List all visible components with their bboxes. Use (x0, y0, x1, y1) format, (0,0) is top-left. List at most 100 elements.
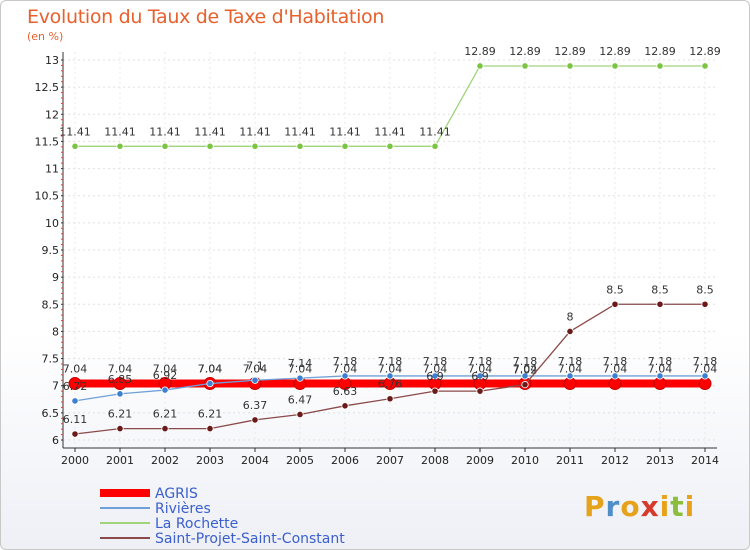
x-tick-label: 2004 (241, 454, 269, 467)
data-label: 7.18 (468, 355, 493, 368)
x-tick-label: 2014 (691, 454, 719, 467)
data-label: 6.47 (288, 393, 313, 406)
data-label: 8.5 (606, 283, 624, 296)
x-tick-label: 2006 (331, 454, 359, 467)
data-point (71, 397, 79, 405)
logo-letter: P (584, 490, 606, 523)
data-label: 7.04 (423, 363, 448, 376)
data-point (161, 142, 169, 150)
y-tick-label: 9.5 (42, 244, 60, 257)
legend-label: AGRIS (155, 486, 198, 502)
data-label: 8.5 (651, 283, 669, 296)
data-point (431, 372, 439, 380)
data-label: 12.89 (644, 45, 676, 58)
data-label: 6.37 (243, 399, 268, 412)
data-point (431, 142, 439, 150)
data-point (386, 372, 394, 380)
y-tick-label: 12.5 (35, 81, 60, 94)
data-point (71, 430, 79, 438)
x-tick-label: 2013 (646, 454, 674, 467)
y-tick-label: 6 (52, 434, 59, 447)
data-label: 11.41 (149, 125, 181, 138)
data-label: 7.04 (108, 363, 133, 376)
logo-letter: r (605, 490, 621, 523)
data-point (206, 142, 214, 150)
data-label: 7.04 (648, 363, 673, 376)
data-point (656, 300, 664, 308)
x-tick-label: 2005 (286, 454, 314, 467)
data-label: 6.9 (426, 370, 444, 383)
y-tick-label: 9 (52, 271, 59, 284)
data-label: 12.89 (509, 45, 541, 58)
x-tick-label: 2010 (511, 454, 539, 467)
data-label: 12.89 (464, 45, 496, 58)
x-tick-label: 2000 (61, 454, 89, 467)
data-point (701, 62, 709, 70)
data-point (521, 372, 529, 380)
data-label: 7.04 (198, 363, 223, 376)
data-label: 7.04 (333, 363, 358, 376)
x-tick-label: 2003 (196, 454, 224, 467)
x-tick-label: 2001 (106, 454, 134, 467)
data-point (521, 62, 529, 70)
y-tick-label: 10.5 (35, 190, 60, 203)
data-label: 11.41 (59, 125, 91, 138)
y-tick-label: 11.5 (35, 135, 60, 148)
y-tick-label: 8 (52, 325, 59, 338)
logo-letter: o (620, 490, 641, 523)
logo-letter: x (640, 490, 660, 523)
data-label: 7.04 (198, 363, 223, 376)
data-point (206, 424, 214, 433)
logo-letter: i (659, 490, 671, 523)
data-point (206, 379, 214, 388)
y-tick-label: 10 (45, 217, 59, 230)
data-label: 7.04 (243, 363, 268, 376)
data-point (566, 327, 574, 336)
data-point (386, 395, 394, 403)
chart-title: Evolution du Taux de Taxe d'Habitation (27, 6, 385, 28)
data-label: 6.85 (108, 373, 133, 386)
data-point (476, 387, 484, 395)
data-label: 7.1 (246, 359, 264, 372)
data-label: 11.41 (239, 125, 271, 138)
logo-letter: t (670, 490, 685, 523)
data-label: 7.14 (288, 357, 313, 370)
data-label: 7.04 (63, 363, 88, 376)
data-label: 12.89 (554, 45, 586, 58)
data-label: 6.21 (108, 408, 133, 421)
data-point (656, 62, 664, 70)
data-label: 11.41 (374, 125, 406, 138)
data-point (611, 372, 619, 380)
data-label: 7.04 (288, 363, 313, 376)
x-tick-label: 2002 (151, 454, 179, 467)
y-tick-label: 12 (45, 108, 59, 121)
data-label: 7.04 (468, 363, 493, 376)
data-label: 6.11 (63, 413, 88, 426)
data-label: 6.63 (333, 385, 358, 398)
y-tick-label: 7.5 (42, 353, 60, 366)
data-point (251, 376, 259, 384)
data-point (296, 410, 304, 419)
x-tick-label: 2009 (466, 454, 494, 467)
data-label: 7.18 (513, 355, 538, 368)
y-tick-label: 13 (45, 54, 59, 67)
y-tick-label: 8.5 (42, 298, 60, 311)
data-label: 12.89 (689, 45, 721, 58)
data-point (113, 377, 127, 391)
data-point (341, 142, 349, 150)
data-point (251, 142, 259, 150)
y-tick-label: 11 (45, 163, 59, 176)
data-point (656, 372, 664, 380)
x-tick-label: 2007 (376, 454, 404, 467)
data-point (701, 300, 709, 308)
data-point (296, 142, 304, 150)
data-point (116, 142, 124, 150)
data-point (386, 142, 394, 150)
data-label: 7.04 (693, 363, 718, 376)
data-label: 6.9 (471, 370, 489, 383)
data-point (116, 424, 124, 433)
data-point (296, 374, 304, 382)
data-label: 7.18 (693, 355, 718, 368)
data-label: 12.89 (599, 45, 631, 58)
